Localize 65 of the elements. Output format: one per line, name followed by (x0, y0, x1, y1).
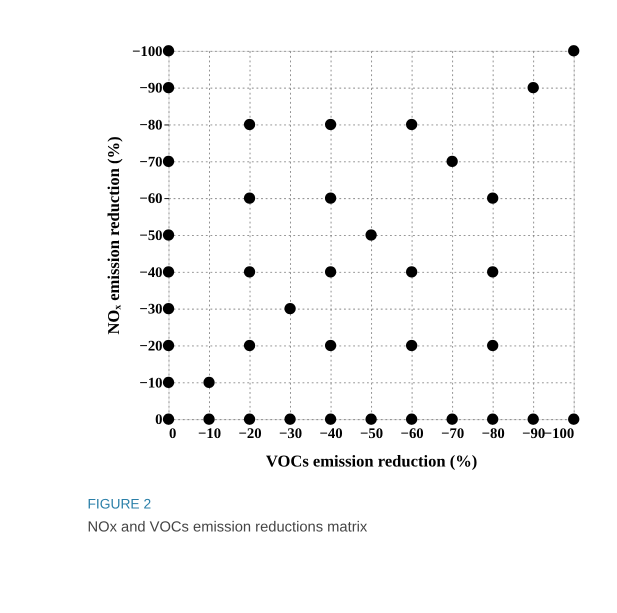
y-tick-label: −70 (139, 154, 163, 170)
point (162, 303, 174, 314)
point (162, 340, 174, 352)
y-tick-label: −20 (139, 338, 163, 355)
point (446, 156, 458, 167)
point (528, 82, 539, 94)
x-tick-label: −80 (482, 426, 505, 442)
y-tick-label: −100 (132, 44, 163, 60)
point (162, 229, 174, 241)
point (487, 192, 498, 204)
y-tick-label: −60 (139, 191, 163, 208)
point (365, 229, 377, 241)
y-tick-label: −30 (139, 302, 163, 318)
point (162, 376, 174, 388)
x-tick-label: −40 (320, 426, 343, 442)
point (487, 414, 498, 425)
point (568, 45, 580, 56)
point (244, 340, 256, 352)
point (446, 414, 458, 425)
x-tick-label: −60 (400, 426, 424, 442)
point (324, 192, 336, 204)
point (324, 414, 336, 425)
point (406, 340, 418, 352)
x-tick-label: 0 (168, 426, 176, 442)
point (244, 266, 256, 278)
point (162, 45, 174, 56)
point (284, 414, 296, 425)
point (244, 192, 256, 204)
x-tick-label: −50 (360, 426, 384, 442)
point (406, 414, 418, 425)
point (203, 414, 215, 425)
point (365, 414, 377, 425)
point (528, 414, 539, 425)
point (162, 82, 174, 94)
x-tick-label: −100 (544, 426, 574, 442)
y-tick-label: −40 (139, 264, 163, 281)
point (324, 340, 336, 352)
point (406, 266, 418, 278)
point (406, 118, 418, 130)
y-tick-label: 0 (155, 412, 163, 428)
x-tick-label: −70 (441, 426, 464, 442)
point (324, 118, 336, 130)
point (568, 414, 580, 425)
point (244, 414, 256, 425)
y-tick-label: −10 (139, 375, 163, 392)
x-axis-title: VOCs emission reduction (%) (266, 452, 478, 471)
point (487, 340, 498, 352)
point (487, 266, 498, 278)
x-tick-label: −10 (198, 426, 222, 442)
point (244, 118, 256, 130)
point (324, 266, 336, 278)
point (203, 376, 215, 388)
point (284, 303, 296, 314)
y-tick-label: −90 (139, 80, 163, 97)
y-tick-label: −80 (139, 118, 163, 134)
point (162, 266, 174, 278)
y-axis-title: NOₓ emission reduction (%) (104, 136, 124, 335)
caption: FIGURE 2 (87, 496, 152, 512)
y-tick-label: −50 (139, 228, 163, 244)
x-tick-label: −30 (278, 426, 302, 442)
point (162, 414, 174, 425)
text: NOx and VOCs emission reductions matrix (87, 520, 368, 536)
point (162, 156, 174, 167)
x-tick-label: −20 (238, 426, 262, 442)
x-tick-label: −90 (522, 426, 546, 442)
